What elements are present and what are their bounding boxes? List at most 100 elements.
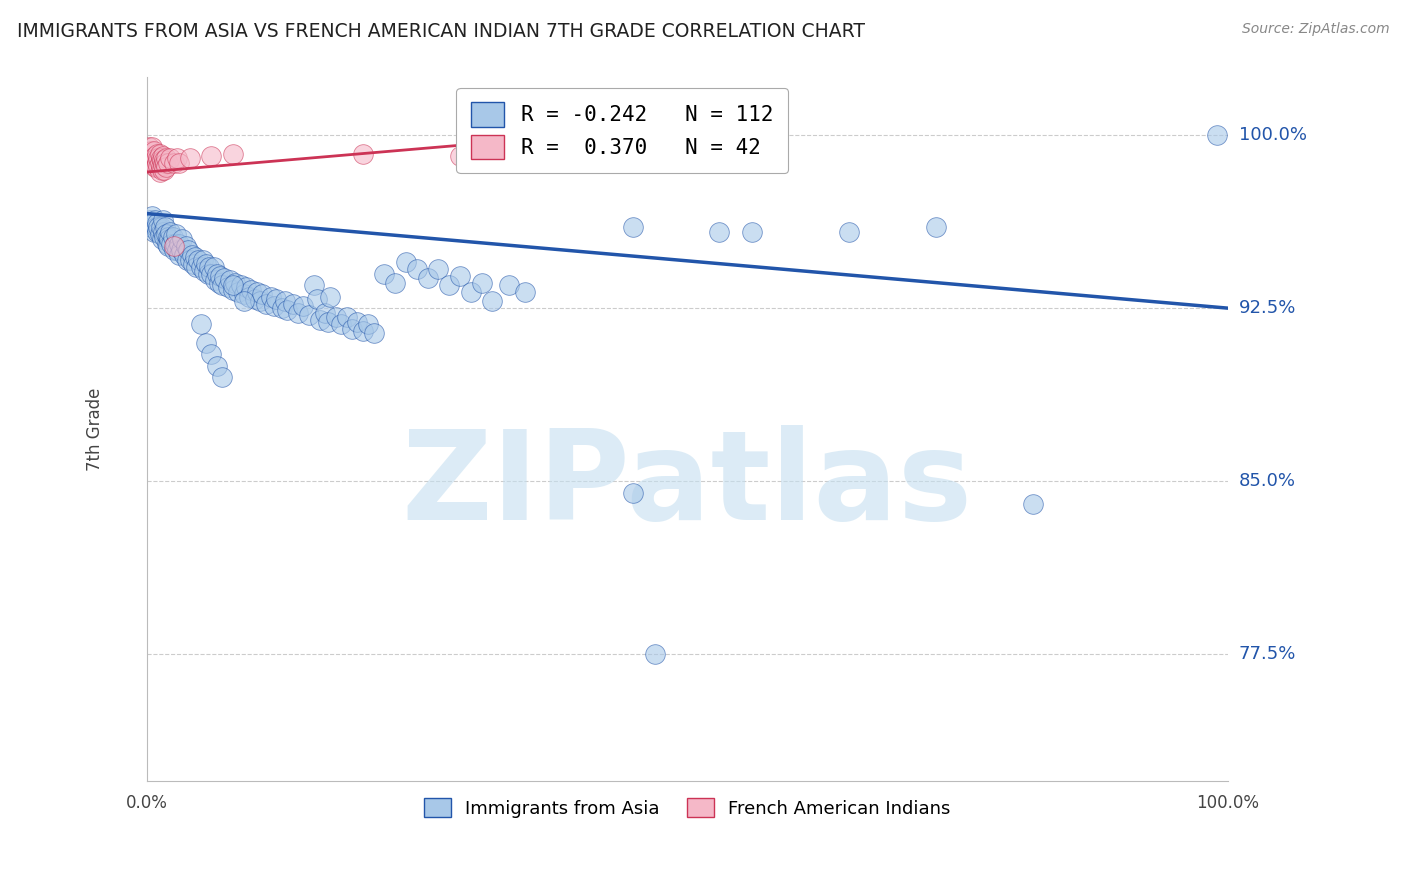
Point: [143, 155, 166, 169]
Point: [302, 278, 325, 293]
Point: [149, 220, 172, 235]
Point: [200, 347, 222, 361]
Point: [924, 220, 946, 235]
Point: [325, 310, 347, 325]
Point: [162, 229, 184, 244]
Point: [150, 232, 173, 246]
Point: [709, 225, 731, 239]
Point: [263, 299, 285, 313]
Point: [146, 225, 169, 239]
Point: [186, 260, 208, 274]
Point: [155, 161, 177, 175]
Point: [148, 161, 170, 175]
Point: [141, 151, 163, 165]
Point: [162, 155, 184, 169]
Point: [363, 326, 385, 341]
Point: [176, 252, 198, 267]
Point: [202, 260, 225, 274]
Point: [143, 149, 166, 163]
Text: 77.5%: 77.5%: [1239, 645, 1296, 663]
Point: [193, 264, 215, 278]
Point: [204, 273, 226, 287]
Text: 85.0%: 85.0%: [1239, 472, 1296, 490]
Point: [481, 294, 503, 309]
Point: [165, 227, 187, 242]
Point: [209, 268, 232, 283]
Point: [208, 276, 231, 290]
Point: [307, 292, 329, 306]
Point: [621, 485, 644, 500]
Point: [357, 318, 380, 332]
Point: [232, 287, 254, 301]
Point: [153, 220, 176, 235]
Point: [184, 251, 207, 265]
Point: [150, 162, 173, 177]
Point: [179, 252, 201, 267]
Point: [449, 149, 471, 163]
Point: [308, 312, 330, 326]
Point: [191, 252, 214, 267]
Text: 92.5%: 92.5%: [1239, 299, 1296, 318]
Point: [211, 278, 233, 293]
Point: [167, 248, 190, 262]
Point: [167, 155, 190, 169]
Point: [139, 213, 162, 227]
Point: [190, 318, 212, 332]
Point: [281, 296, 304, 310]
Point: [162, 239, 184, 253]
Point: [148, 227, 170, 242]
Point: [384, 276, 406, 290]
Point: [181, 248, 204, 262]
Point: [157, 155, 180, 169]
Point: [449, 268, 471, 283]
Point: [153, 162, 176, 177]
Point: [621, 220, 644, 235]
Point: [149, 161, 172, 175]
Point: [152, 213, 174, 227]
Point: [155, 227, 177, 242]
Point: [218, 273, 240, 287]
Point: [314, 306, 336, 320]
Point: [148, 165, 170, 179]
Point: [340, 322, 363, 336]
Point: [270, 301, 292, 315]
Point: [252, 287, 274, 301]
Point: [148, 146, 170, 161]
Point: [146, 216, 169, 230]
Point: [439, 278, 461, 293]
Point: [228, 285, 250, 299]
Point: [330, 318, 353, 332]
Point: [145, 220, 167, 235]
Point: [416, 271, 439, 285]
Point: [156, 236, 179, 251]
Point: [138, 139, 160, 153]
Text: 7th Grade: 7th Grade: [86, 387, 104, 471]
Point: [139, 151, 162, 165]
Legend: Immigrants from Asia, French American Indians: Immigrants from Asia, French American In…: [416, 791, 957, 825]
Point: [155, 151, 177, 165]
Point: [405, 261, 427, 276]
Point: [143, 213, 166, 227]
Point: [292, 299, 315, 313]
Point: [536, 145, 558, 159]
Point: [346, 315, 368, 329]
Point: [167, 236, 190, 251]
Point: [471, 276, 494, 290]
Point: [157, 229, 180, 244]
Point: [142, 151, 165, 165]
Point: [148, 220, 170, 235]
Point: [222, 278, 245, 293]
Point: [143, 225, 166, 239]
Point: [176, 244, 198, 258]
Point: [198, 260, 221, 274]
Point: [148, 151, 170, 165]
Point: [260, 289, 283, 303]
Point: [254, 296, 277, 310]
Point: [274, 294, 297, 309]
Point: [276, 303, 298, 318]
Point: [287, 306, 309, 320]
Point: [179, 151, 201, 165]
Point: [153, 155, 176, 169]
Point: [217, 280, 239, 294]
Point: [153, 153, 176, 168]
